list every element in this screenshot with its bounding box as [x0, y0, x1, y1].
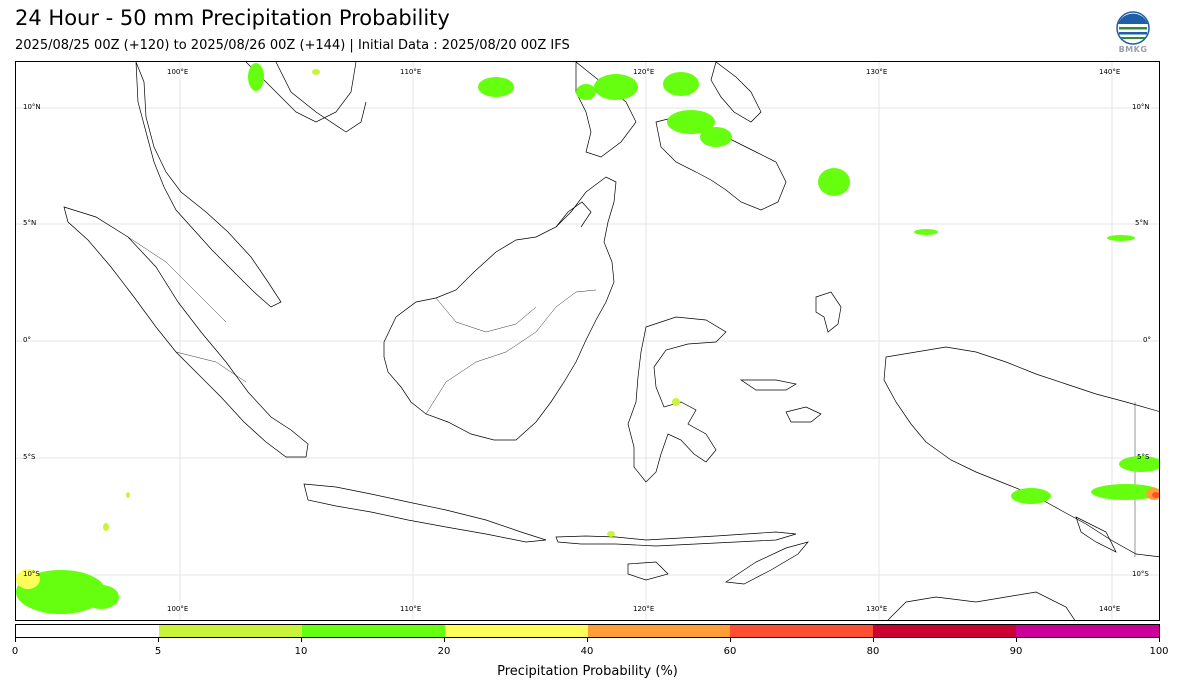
colorbar-tick — [730, 638, 731, 642]
colorbar-segment — [1016, 625, 1159, 637]
colorbar-tick-label: 80 — [866, 646, 880, 657]
colorbar-tick — [301, 638, 302, 642]
colorbar-tick — [873, 638, 874, 642]
admin-borders — [127, 236, 1136, 557]
colorbar-tick — [158, 638, 159, 642]
lat-label-left: 10°S — [23, 570, 40, 578]
colorbar-tick — [15, 638, 16, 642]
lon-label-bottom: 120°E — [633, 605, 655, 613]
probability-areas — [16, 63, 1159, 614]
colorbar-tick — [444, 638, 445, 642]
lat-label-left: 5°S — [23, 453, 36, 461]
lat-label-left: 10°N — [23, 103, 41, 111]
colorbar-tick-label: 20 — [437, 646, 451, 657]
colorbar-segment — [158, 625, 302, 637]
lat-label-right: 5°S — [1137, 453, 1150, 461]
lon-label-top: 130°E — [866, 68, 888, 76]
graticule — [16, 62, 1159, 620]
map-subtitle: 2025/08/25 00Z (+120) to 2025/08/26 00Z … — [15, 38, 570, 53]
colorbar-title: Precipitation Probability (%) — [497, 664, 678, 679]
colorbar-segment — [873, 625, 1017, 637]
colorbar-segment — [587, 625, 731, 637]
lon-label-bottom: 140°E — [1099, 605, 1121, 613]
map-title: 24 Hour - 50 mm Precipitation Probabilit… — [15, 6, 450, 30]
colorbar-tick-label: 60 — [723, 646, 737, 657]
colorbar-segment — [301, 625, 445, 637]
bmkg-logo — [1113, 10, 1153, 56]
lon-label-bottom: 100°E — [167, 605, 189, 613]
colorbar-tick — [1159, 638, 1160, 642]
lat-label-right: 5°N — [1135, 219, 1149, 227]
map-canvas — [16, 62, 1159, 620]
indonesia-map: 100°E 110°E 120°E 130°E 140°E 100°E 110°… — [15, 61, 1160, 621]
lon-label-bottom: 110°E — [400, 605, 422, 613]
colorbar-segment — [16, 625, 159, 637]
lon-label-top: 120°E — [633, 68, 655, 76]
colorbar-tick-label: 5 — [154, 646, 162, 657]
coastlines — [63, 62, 1159, 620]
colorbar-tick — [587, 638, 588, 642]
colorbar-segment — [730, 625, 874, 637]
colorbar-tick — [1016, 638, 1017, 642]
colorbar-segment — [444, 625, 588, 637]
lon-label-top: 110°E — [400, 68, 422, 76]
colorbar-tick-label: 10 — [294, 646, 308, 657]
lat-label-right: 0° — [1143, 336, 1151, 344]
colorbar-tick-label: 100 — [1149, 646, 1169, 657]
lon-label-top: 100°E — [167, 68, 189, 76]
lon-label-bottom: 130°E — [866, 605, 888, 613]
colorbar — [15, 624, 1160, 638]
lon-label-top: 140°E — [1099, 68, 1121, 76]
colorbar-tick-label: 90 — [1009, 646, 1023, 657]
lat-label-left: 0° — [23, 336, 31, 344]
colorbar-tick-label: 0 — [11, 646, 19, 657]
lat-label-right: 10°S — [1132, 570, 1149, 578]
lat-label-right: 10°N — [1132, 103, 1150, 111]
colorbar-tick-label: 40 — [580, 646, 594, 657]
logo-text: BMKG — [1118, 45, 1148, 54]
lat-label-left: 5°N — [23, 219, 37, 227]
